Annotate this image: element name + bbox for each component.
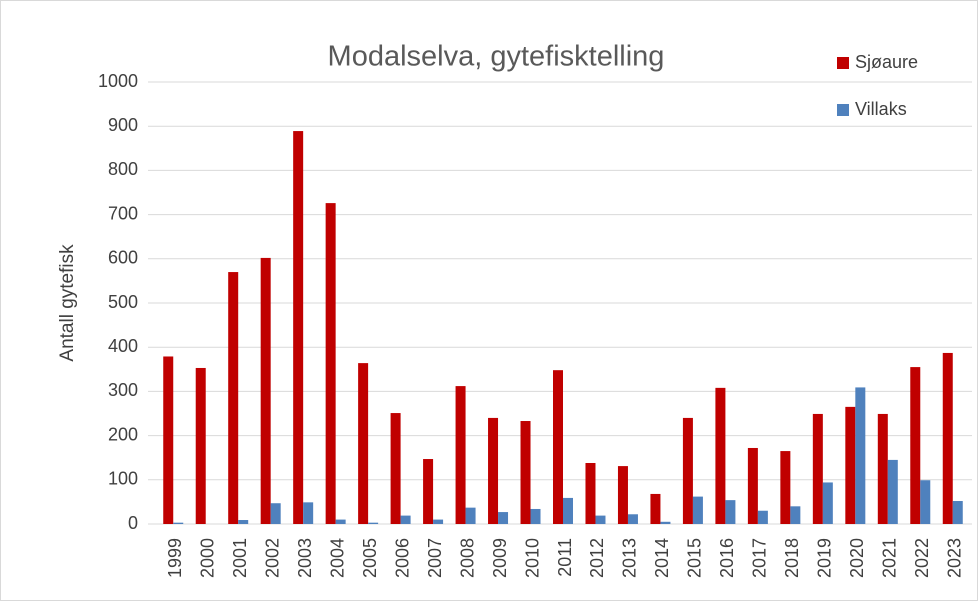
legend-swatch xyxy=(837,57,849,69)
bar xyxy=(595,515,606,524)
bar xyxy=(650,493,661,524)
bar xyxy=(433,519,444,524)
bar xyxy=(400,515,411,524)
x-tick-label: 2020 xyxy=(847,538,867,578)
y-tick-label: 800 xyxy=(108,159,138,179)
bar xyxy=(260,257,271,524)
x-tick-label: 2007 xyxy=(425,538,445,578)
x-tick-label: 2000 xyxy=(197,538,217,578)
x-tick-label: 2018 xyxy=(782,538,802,578)
x-tick-label: 2003 xyxy=(295,538,315,578)
x-tick-label: 2017 xyxy=(750,538,770,578)
y-tick-label: 0 xyxy=(128,513,138,533)
bar xyxy=(855,387,866,524)
bar xyxy=(952,501,963,524)
x-tick-label: 2023 xyxy=(945,538,965,578)
y-tick-label: 200 xyxy=(108,424,138,444)
y-tick-label: 900 xyxy=(108,115,138,135)
bar xyxy=(358,363,369,524)
bar xyxy=(530,508,541,524)
x-tick-label: 2001 xyxy=(230,538,250,578)
bar xyxy=(682,417,693,524)
bar xyxy=(617,466,628,524)
x-tick-label: 1999 xyxy=(165,538,185,578)
bar xyxy=(465,507,476,524)
y-tick-label: 300 xyxy=(108,380,138,400)
bar xyxy=(238,520,249,524)
x-tick-label: 2009 xyxy=(490,538,510,578)
x-tick-label: 2022 xyxy=(912,538,932,578)
y-tick-label: 100 xyxy=(108,469,138,489)
bar xyxy=(488,417,499,524)
x-tick-label: 2011 xyxy=(555,538,575,577)
legend-label: Sjøaure xyxy=(855,52,918,72)
bar xyxy=(325,203,336,524)
x-tick-label: 2016 xyxy=(717,538,737,578)
legend-label: Villaks xyxy=(855,99,907,119)
bar xyxy=(335,519,346,524)
bar xyxy=(910,367,921,524)
x-tick-label: 2004 xyxy=(327,538,347,578)
bar xyxy=(660,521,671,524)
x-tick-label: 2005 xyxy=(360,538,380,578)
bar xyxy=(725,500,736,524)
legend-swatch xyxy=(837,104,849,116)
y-tick-label: 600 xyxy=(108,248,138,268)
bar xyxy=(585,463,596,524)
bar xyxy=(780,451,791,524)
bar xyxy=(390,413,401,524)
bar xyxy=(293,131,304,524)
x-tick-label: 2012 xyxy=(587,538,607,578)
x-tick-label: 2010 xyxy=(522,538,542,578)
x-tick-label: 2014 xyxy=(652,538,672,578)
bar xyxy=(520,421,531,524)
bar xyxy=(228,272,239,524)
bar xyxy=(747,447,758,524)
bar xyxy=(715,387,726,524)
bar xyxy=(942,352,953,524)
x-tick-label: 2013 xyxy=(620,538,640,578)
bar xyxy=(455,386,466,524)
x-tick-label: 2002 xyxy=(262,538,282,578)
bar xyxy=(812,413,823,524)
y-tick-label: 1000 xyxy=(98,71,138,91)
y-axis-label: Antall gytefisk xyxy=(57,244,78,362)
bar xyxy=(270,503,281,524)
bar xyxy=(877,413,888,524)
bar xyxy=(173,522,184,524)
bar xyxy=(498,512,509,524)
bar xyxy=(757,510,768,524)
x-tick-label: 2006 xyxy=(392,538,412,578)
bar xyxy=(822,482,833,524)
x-tick-label: 2015 xyxy=(685,538,705,578)
x-tick-label: 2021 xyxy=(880,538,900,578)
x-tick-label: 2019 xyxy=(815,538,835,578)
bar xyxy=(920,480,931,524)
bar xyxy=(627,514,638,524)
y-tick-label: 700 xyxy=(108,203,138,223)
bar xyxy=(790,506,801,524)
x-tick-label: 2008 xyxy=(457,538,477,578)
y-tick-label: 400 xyxy=(108,336,138,356)
bar xyxy=(423,459,434,524)
bar xyxy=(563,497,573,524)
bar xyxy=(887,459,898,524)
bar xyxy=(368,522,379,524)
bar xyxy=(845,406,856,524)
bar xyxy=(692,496,703,524)
bar xyxy=(195,367,206,524)
bar xyxy=(163,356,174,524)
y-tick-label: 500 xyxy=(108,292,138,312)
bar xyxy=(553,370,563,524)
chart-title: Modalselva, gytefisktelling xyxy=(328,41,665,73)
bar xyxy=(303,502,314,524)
